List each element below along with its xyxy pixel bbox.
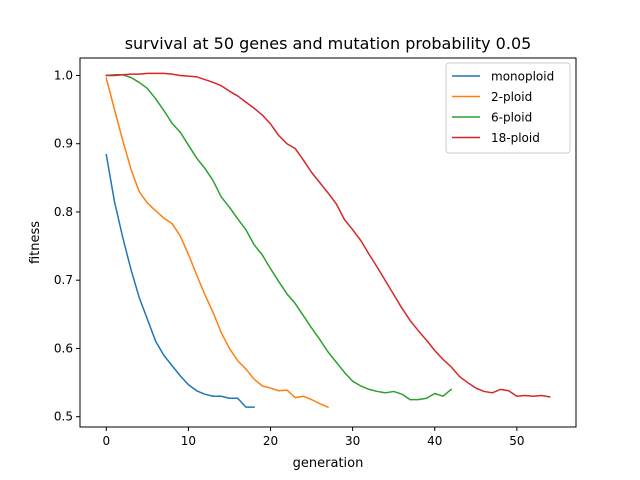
series-line-18-ploid: [105, 72, 551, 398]
y-axis-ticks: 0.5 0.6 0.7 0.8 0.9 1.0: [54, 68, 80, 424]
y-tick-label: 0.5: [54, 410, 73, 424]
x-tick-label: 10: [181, 434, 196, 448]
legend-label-monoploid: monoploid: [491, 70, 554, 84]
series-layer: [105, 72, 551, 409]
y-tick-label: 0.7: [54, 273, 73, 287]
chart-title: survival at 50 genes and mutation probab…: [125, 34, 532, 53]
x-tick-label: 50: [509, 434, 524, 448]
series-line-monoploid: [105, 153, 255, 408]
series-line-6-ploid: [105, 74, 453, 401]
x-tick-label: 30: [345, 434, 360, 448]
x-axis-ticks: 0 10 20 30 40 50: [102, 427, 525, 448]
x-axis-label: generation: [293, 456, 364, 471]
y-tick-label: 0.9: [54, 137, 73, 151]
legend-label-2-ploid: 2-ploid: [491, 90, 532, 104]
plot-frame: [79, 57, 577, 428]
y-axis-label: fitness: [28, 221, 43, 264]
y-tick-label: 0.6: [54, 341, 73, 355]
series-line-2-ploid: [105, 77, 329, 409]
legend-box: [445, 62, 571, 154]
legend-label-18-ploid: 18-ploid: [491, 131, 540, 145]
legend: monoploid 2-ploid 6-ploid 18-ploid: [445, 62, 571, 154]
x-tick-label: 0: [102, 434, 110, 448]
x-tick-label: 20: [263, 434, 278, 448]
legend-entries: monoploid 2-ploid 6-ploid 18-ploid: [452, 70, 554, 145]
x-tick-label: 40: [427, 434, 442, 448]
y-tick-label: 1.0: [54, 68, 73, 82]
legend-label-6-ploid: 6-ploid: [491, 111, 532, 125]
y-tick-label: 0.8: [54, 205, 73, 219]
